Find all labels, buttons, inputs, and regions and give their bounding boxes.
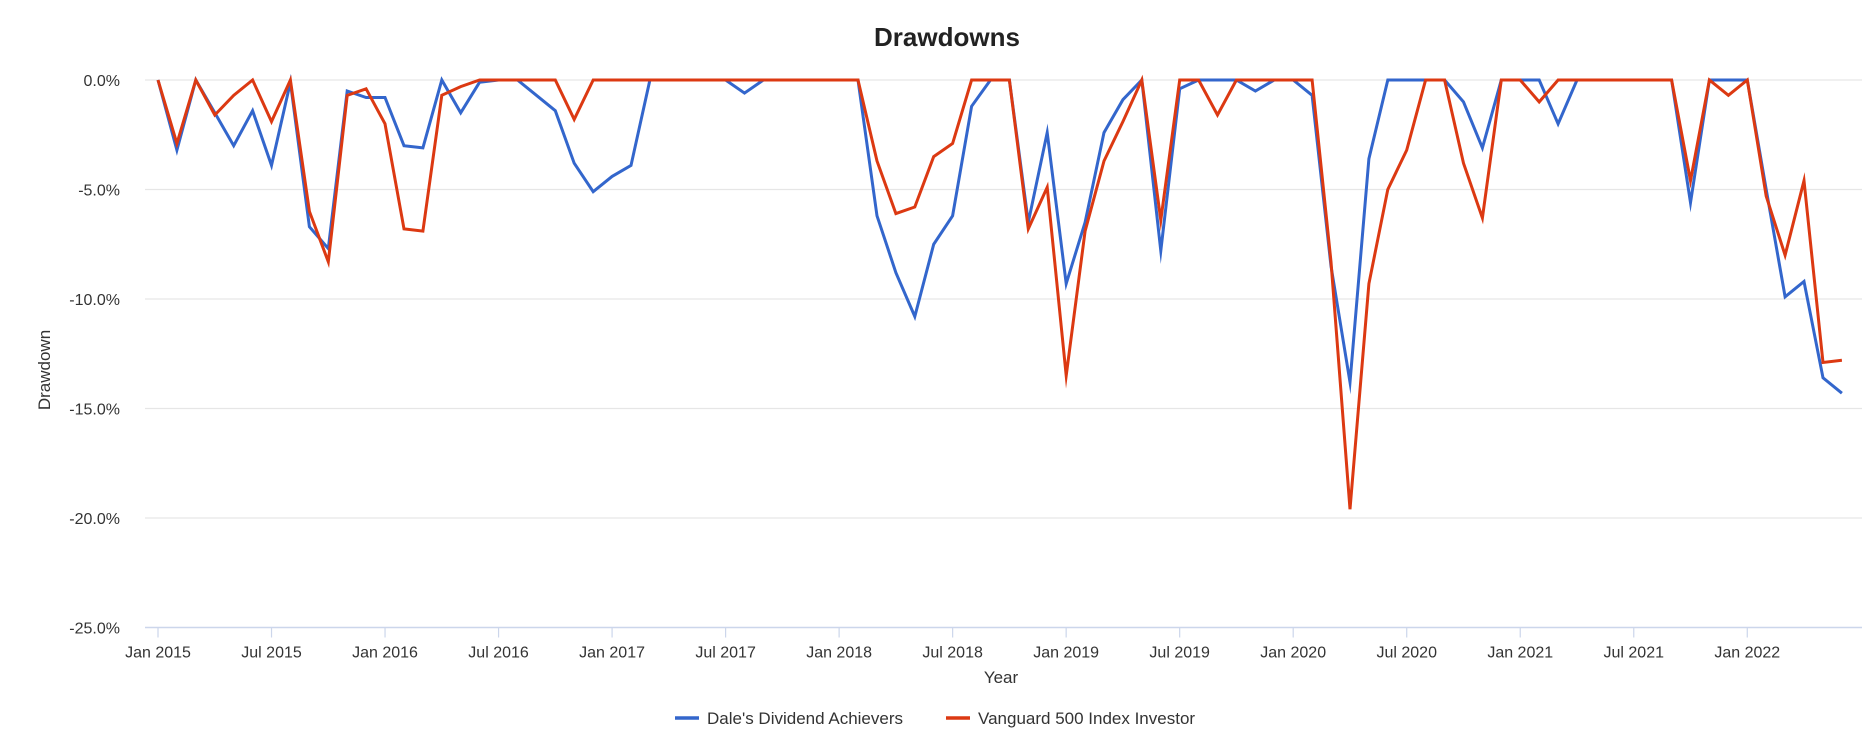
x-tick-label: Jul 2019	[1149, 645, 1210, 662]
y-axis-label: Drawdown	[35, 330, 54, 410]
series-line-0[interactable]	[156, 73, 1843, 395]
y-tick-label: -5.0%	[78, 183, 120, 200]
y-tick-label: 0.0%	[84, 73, 120, 90]
y-gridlines	[145, 79, 1862, 629]
x-tick-label: Jan 2018	[806, 645, 872, 662]
x-tick-label: Jul 2020	[1376, 645, 1437, 662]
x-tick-label: Jan 2020	[1260, 645, 1326, 662]
x-tick-label: Jul 2018	[922, 645, 983, 662]
y-tick-label: -20.0%	[69, 511, 120, 528]
x-tick-label: Jan 2021	[1487, 645, 1553, 662]
legend-item-1[interactable]: Vanguard 500 Index Investor	[946, 709, 1195, 728]
legend: Dale's Dividend Achievers Vanguard 500 In…	[675, 709, 1195, 728]
x-tick-label: Jan 2016	[352, 645, 418, 662]
y-axis-ticks: 0.0% -5.0% -10.0% -15.0% -20.0% -25.0%	[69, 73, 120, 638]
x-tick-label: Jan 2022	[1714, 645, 1780, 662]
x-tick-label: Jul 2015	[241, 645, 302, 662]
series-line-1[interactable]	[156, 74, 1843, 510]
x-tick-label: Jan 2015	[125, 645, 191, 662]
x-tick-label: Jul 2017	[695, 645, 756, 662]
legend-item-0[interactable]: Dale's Dividend Achievers	[675, 709, 903, 728]
x-tick-label: Jul 2016	[468, 645, 529, 662]
y-tick-label: -25.0%	[69, 621, 120, 638]
x-axis-ticks: Jan 2015 Jul 2015 Jan 2016 Jul 2016 Jan 2017…	[125, 627, 1780, 662]
x-tick-label: Jul 2021	[1604, 645, 1665, 662]
x-tick-label: Jan 2019	[1033, 645, 1099, 662]
chart-title: Drawdowns	[874, 22, 1020, 52]
x-tick-label: Jan 2017	[579, 645, 645, 662]
legend-label: Dale's Dividend Achievers	[707, 709, 903, 728]
legend-label: Vanguard 500 Index Investor	[978, 709, 1195, 728]
x-axis-label: Year	[984, 668, 1019, 687]
y-tick-label: -10.0%	[69, 292, 120, 309]
series-lines	[156, 73, 1843, 510]
y-tick-label: -15.0%	[69, 402, 120, 419]
